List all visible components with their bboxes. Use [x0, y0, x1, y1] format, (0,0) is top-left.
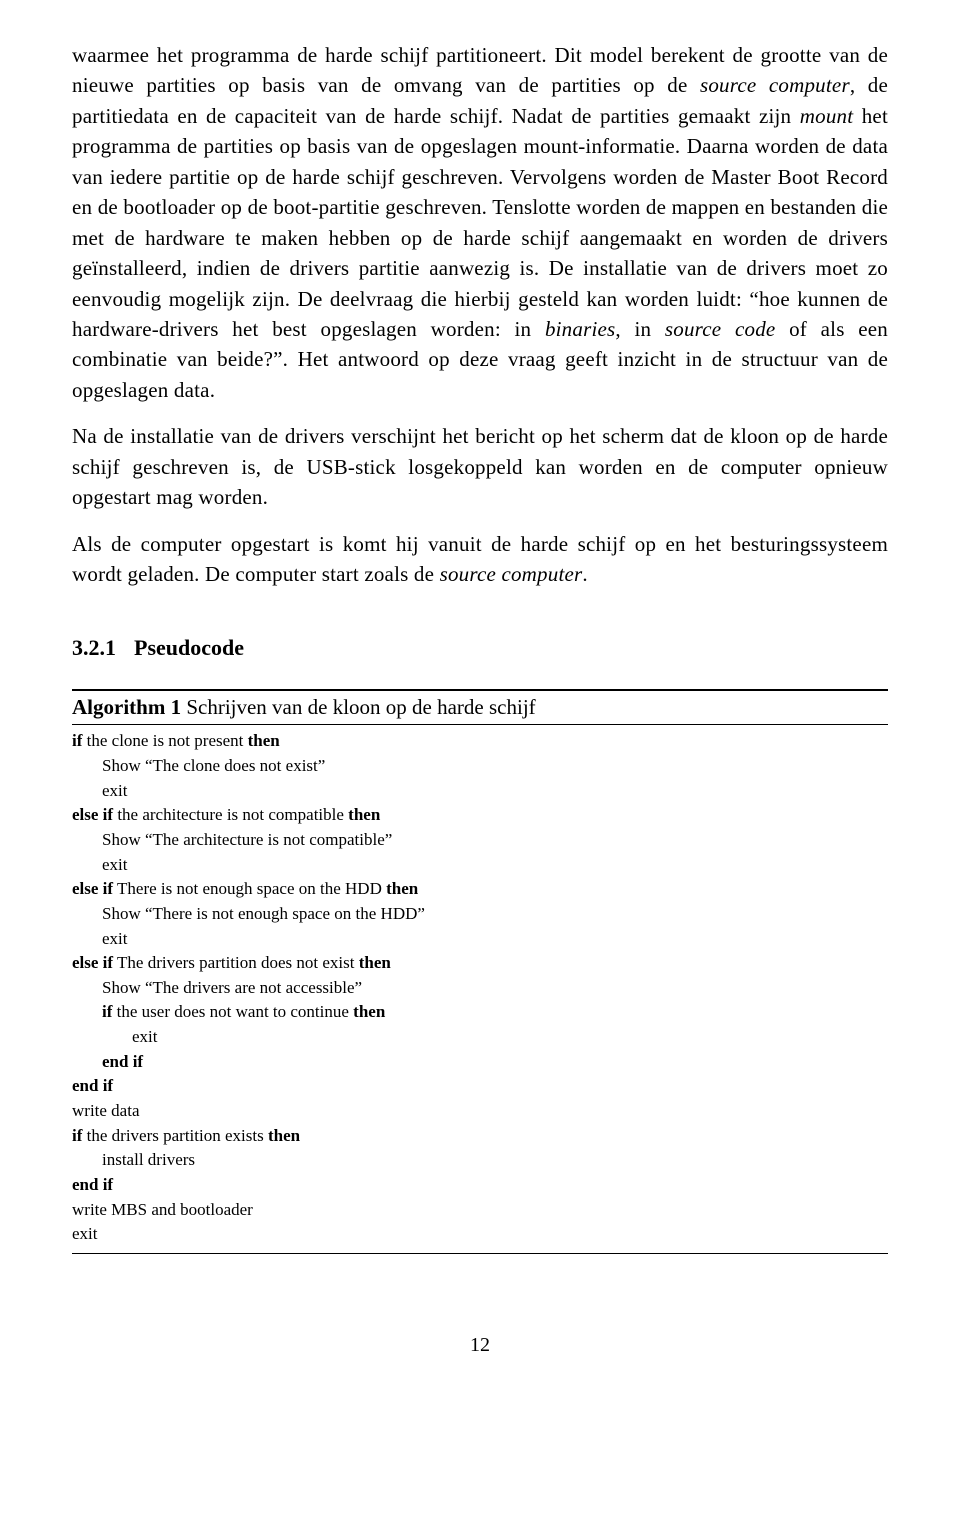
algorithm-body: if the clone is not present thenShow “Th… — [72, 725, 888, 1252]
algorithm-line: else if There is not enough space on the… — [72, 877, 888, 902]
algorithm-line: if the user does not want to continue th… — [72, 1000, 888, 1025]
algorithm-rule-bottom — [72, 1253, 888, 1254]
algorithm-line: if the clone is not present then — [72, 729, 888, 754]
algorithm-line: exit — [72, 1025, 888, 1050]
algorithm-line: Show “The clone does not exist” — [72, 754, 888, 779]
algorithm-line: write data — [72, 1099, 888, 1124]
page: waarmee het programma de harde schijf pa… — [0, 0, 960, 1417]
algorithm-label: Algorithm 1 — [72, 695, 181, 719]
algorithm-line: write MBS and bootloader — [72, 1198, 888, 1223]
algorithm-line: exit — [72, 927, 888, 952]
algorithm-line: install drivers — [72, 1148, 888, 1173]
algorithm-line: end if — [72, 1173, 888, 1198]
algorithm-block: Algorithm 1 Schrijven van de kloon op de… — [72, 689, 888, 1253]
algorithm-line: else if The drivers partition does not e… — [72, 951, 888, 976]
body-paragraph-1: waarmee het programma de harde schijf pa… — [72, 40, 888, 405]
algorithm-line: Show “There is not enough space on the H… — [72, 902, 888, 927]
algorithm-line: if the drivers partition exists then — [72, 1124, 888, 1149]
algorithm-caption: Schrijven van de kloon op de harde schij… — [186, 695, 535, 719]
section-number: 3.2.1 — [72, 635, 116, 660]
algorithm-line: end if — [72, 1050, 888, 1075]
algorithm-line: Show “The drivers are not accessible” — [72, 976, 888, 1001]
algorithm-line: Show “The architecture is not compatible… — [72, 828, 888, 853]
algorithm-line: end if — [72, 1074, 888, 1099]
body-paragraph-2: Na de installatie van de drivers verschi… — [72, 421, 888, 512]
algorithm-line: exit — [72, 853, 888, 878]
algorithm-line: exit — [72, 1222, 888, 1247]
algorithm-line: else if the architecture is not compatib… — [72, 803, 888, 828]
page-number: 12 — [72, 1334, 888, 1357]
body-paragraph-3: Als de computer opgestart is komt hij va… — [72, 529, 888, 590]
section-title: Pseudocode — [134, 635, 244, 660]
algorithm-line: exit — [72, 779, 888, 804]
algorithm-title: Algorithm 1 Schrijven van de kloon op de… — [72, 691, 888, 724]
section-heading: 3.2.1 Pseudocode — [72, 635, 888, 661]
